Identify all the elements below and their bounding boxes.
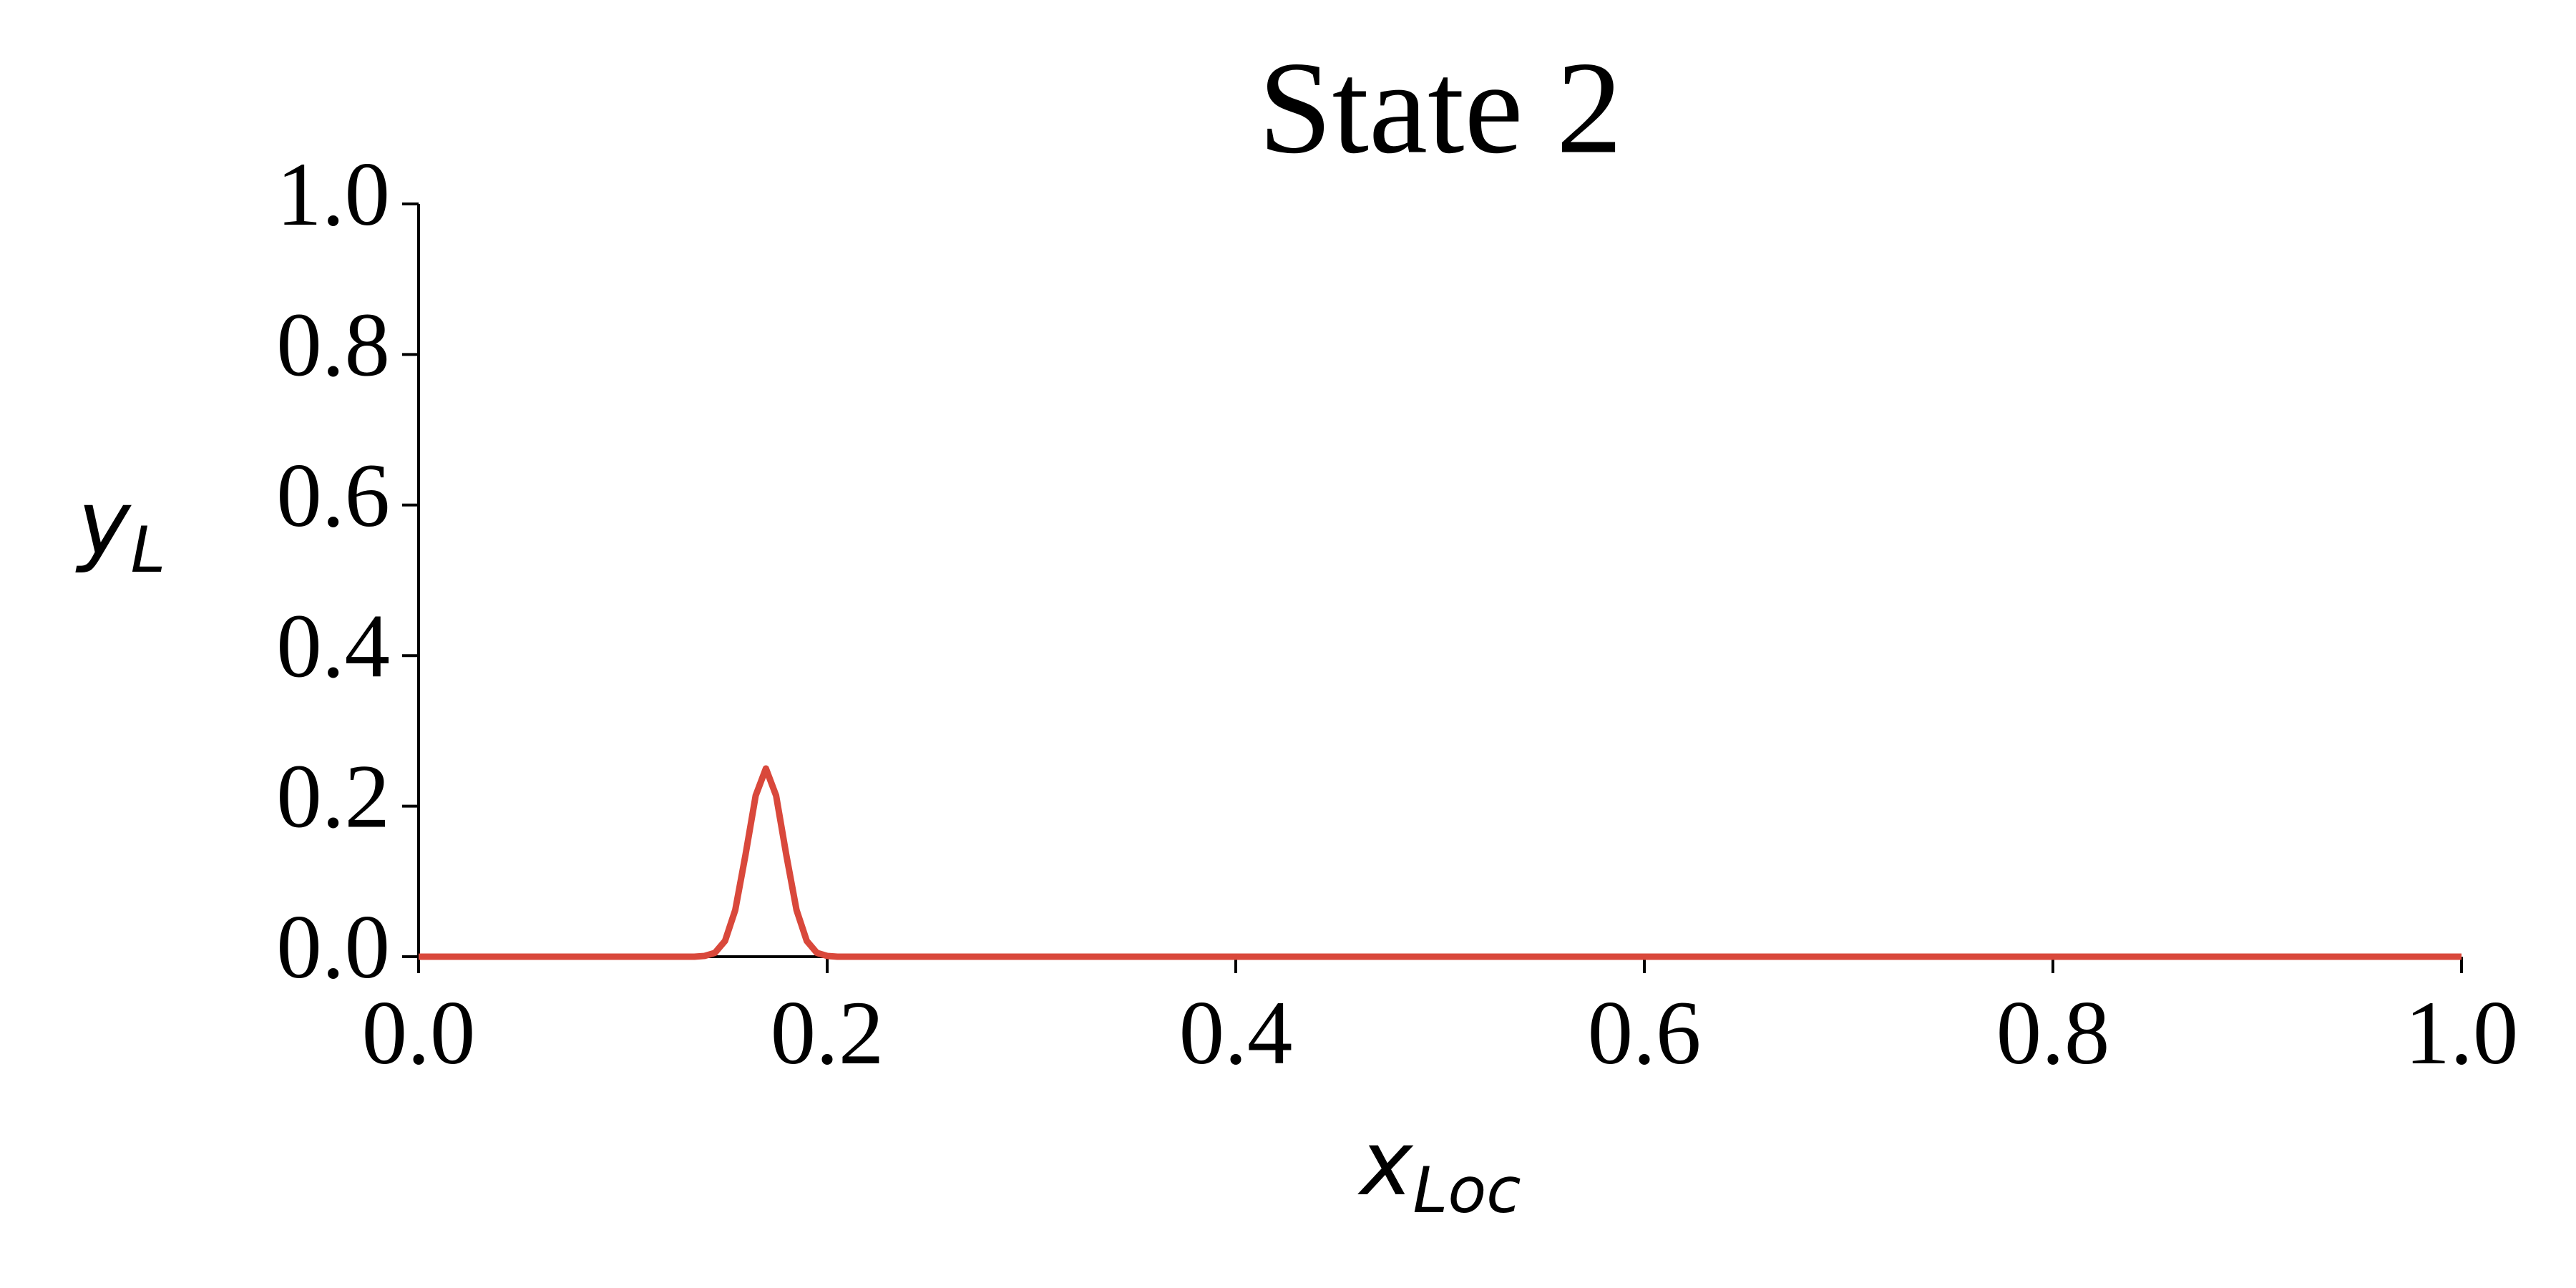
x-tick-label: 0.2 (771, 983, 884, 1083)
x-tick-label: 0.4 (1179, 983, 1293, 1083)
y-tick-label: 1.0 (276, 145, 390, 245)
x-tick-label: 0.6 (1588, 983, 1702, 1083)
y-axis-label: yL (74, 472, 165, 587)
x-tick-label: 0.8 (1996, 983, 2110, 1083)
y-tick-label: 0.2 (276, 747, 390, 847)
y-label-subscript: L (130, 513, 165, 587)
x-axis-label: xLoc (1357, 1112, 1521, 1227)
x-tick-label: 0.0 (362, 983, 476, 1083)
x-label-subscript: Loc (1413, 1153, 1521, 1227)
x-tick-label: 1.0 (2405, 983, 2519, 1083)
y-label-main: y (74, 472, 132, 575)
chart-title: State 2 (1259, 34, 1623, 181)
line (419, 765, 2462, 960)
y-tick-label: 0.6 (276, 446, 390, 546)
y-tick-label: 0.4 (276, 596, 390, 696)
y-tick-label: 0.0 (276, 897, 390, 997)
x-label-main: x (1357, 1112, 1414, 1216)
y-tick-label: 0.8 (276, 296, 390, 396)
